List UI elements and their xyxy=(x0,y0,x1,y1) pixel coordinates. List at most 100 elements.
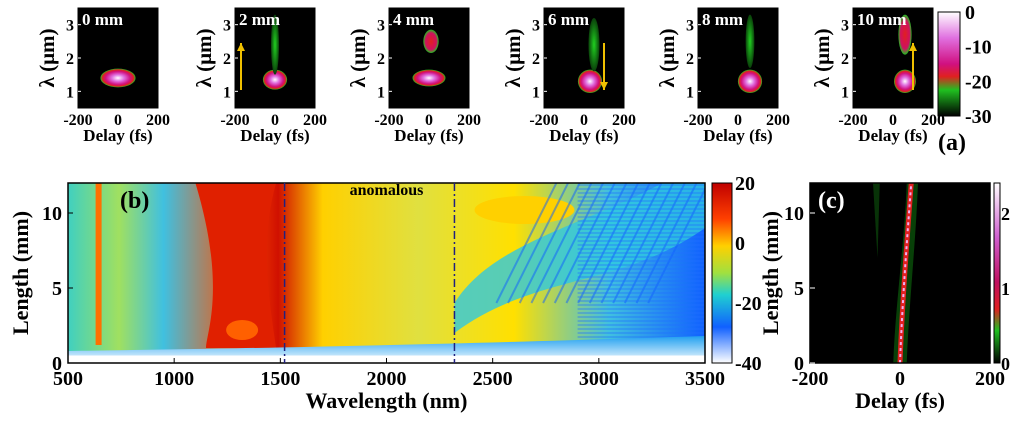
subplot-frame xyxy=(852,7,934,109)
y-tick-label: 1 xyxy=(686,84,694,101)
colorbar-bar xyxy=(993,182,1001,364)
x-tick-label: 3000 xyxy=(579,368,619,390)
y-tick-label: 0 xyxy=(52,353,62,375)
y-axis-label: λ (μm) xyxy=(655,29,679,88)
panel-label: (c) xyxy=(818,188,845,214)
x-tick-label: -200 xyxy=(838,112,867,129)
y-tick-label: 1 xyxy=(66,84,74,101)
x-tick-label: -200 xyxy=(683,112,712,129)
colorbar-bar xyxy=(937,11,961,117)
spectrogram-blob xyxy=(745,14,755,69)
y-tick-label: 2 xyxy=(377,51,385,68)
x-tick-label: -200 xyxy=(374,112,403,129)
y-tick-label: 5 xyxy=(52,278,62,300)
subplot-label: 8 mm xyxy=(702,10,743,29)
colorbar-tick: 2 xyxy=(1001,204,1010,224)
pump-hotspot xyxy=(226,320,259,340)
x-tick-label: 0 xyxy=(889,112,897,129)
x-tick-label: 200 xyxy=(975,368,1005,390)
colorbar-bar xyxy=(711,182,733,364)
y-tick-label: 3 xyxy=(841,18,849,35)
x-tick-label: -200 xyxy=(792,368,829,390)
panel-b-heatmap: anomalous (b) 500 1000 1500 2000 2500 3000 3500 0… xyxy=(8,173,762,413)
side-branch xyxy=(873,183,880,258)
x-tick-label: 0 xyxy=(580,112,588,129)
fringe-line xyxy=(495,183,558,304)
red-shifted-band xyxy=(474,196,575,224)
colorbar-tick: -20 xyxy=(735,293,762,315)
x-tick-label: 0 xyxy=(895,368,905,390)
spectrogram-blob xyxy=(100,68,136,88)
y-tick-label: 1 xyxy=(223,84,231,101)
colorbar-tick: 1 xyxy=(1001,279,1010,299)
dispersive-wave xyxy=(95,183,102,345)
x-tick-label: 2500 xyxy=(473,368,513,390)
spectrogram-blob xyxy=(412,69,446,87)
y-tick-label: 10 xyxy=(42,203,62,225)
x-tick-label: 0 xyxy=(271,112,279,129)
x-tick-label: 1500 xyxy=(260,368,300,390)
y-tick-label: 2 xyxy=(532,51,540,68)
y-tick-label: 1 xyxy=(841,84,849,101)
spectrogram-blob xyxy=(577,69,603,94)
panel-label: (b) xyxy=(120,188,149,214)
x-axis-label: Delay (fs) xyxy=(855,388,945,413)
x-tick-label: 200 xyxy=(146,112,170,129)
x-tick-label: 3500 xyxy=(685,368,725,390)
colorbar-tick: 0 xyxy=(735,233,745,255)
x-axis-label: Delay (fs) xyxy=(703,126,772,145)
y-axis-label: Length (mm) xyxy=(758,211,783,335)
y-tick-label: 2 xyxy=(223,51,231,68)
heatmap-area xyxy=(810,183,990,363)
annotation-text: anomalous xyxy=(350,182,424,199)
x-tick-label: 0 xyxy=(734,112,742,129)
colorbar-tick: 0 xyxy=(965,2,975,24)
x-axis-label: Delay (fs) xyxy=(858,126,927,145)
soliton-core xyxy=(899,183,913,363)
y-tick-label: 3 xyxy=(377,18,385,35)
subplot-label: 4 mm xyxy=(393,10,434,29)
subplot-label: 6 mm xyxy=(548,10,589,29)
subplot-label: 2 mm xyxy=(239,10,280,29)
x-tick-label: 1000 xyxy=(154,368,194,390)
spectrogram-blob xyxy=(271,14,279,75)
colorbar-tick: -20 xyxy=(965,71,992,93)
arrow-head xyxy=(237,43,245,51)
x-tick-label: 200 xyxy=(457,112,481,129)
x-tick-label: 200 xyxy=(766,112,790,129)
subplot-label: 0 mm xyxy=(82,10,123,29)
spectrogram-blob xyxy=(898,14,912,55)
y-tick-label: 5 xyxy=(794,278,804,300)
x-tick-label: 200 xyxy=(303,112,327,129)
x-tick-label: 0 xyxy=(425,112,433,129)
colorbar-tick: 0 xyxy=(1001,354,1010,374)
plot-frame xyxy=(809,182,991,364)
y-axis-label: λ (μm) xyxy=(501,29,525,88)
y-tick-label: 3 xyxy=(686,18,694,35)
y-tick-label: 1 xyxy=(532,84,540,101)
colorbar-tick: 20 xyxy=(735,173,755,195)
x-tick-label: -200 xyxy=(63,112,92,129)
y-tick-label: 2 xyxy=(841,51,849,68)
x-axis-label: Delay (fs) xyxy=(240,126,309,145)
spectrogram-blob xyxy=(737,69,763,94)
y-axis-label: λ (μm) xyxy=(346,29,370,88)
y-tick-label: 2 xyxy=(686,51,694,68)
colorbar-tick: -30 xyxy=(965,106,992,128)
subplot-frame xyxy=(77,7,159,109)
y-tick-label: 0 xyxy=(794,353,804,375)
x-axis-label: Wavelength (nm) xyxy=(306,388,468,413)
spectrogram-blob xyxy=(894,69,916,94)
arrow-head xyxy=(600,82,608,90)
y-tick-label: 3 xyxy=(66,18,74,35)
spectrogram-blob xyxy=(423,29,439,53)
panel-label: (a) xyxy=(938,130,966,156)
